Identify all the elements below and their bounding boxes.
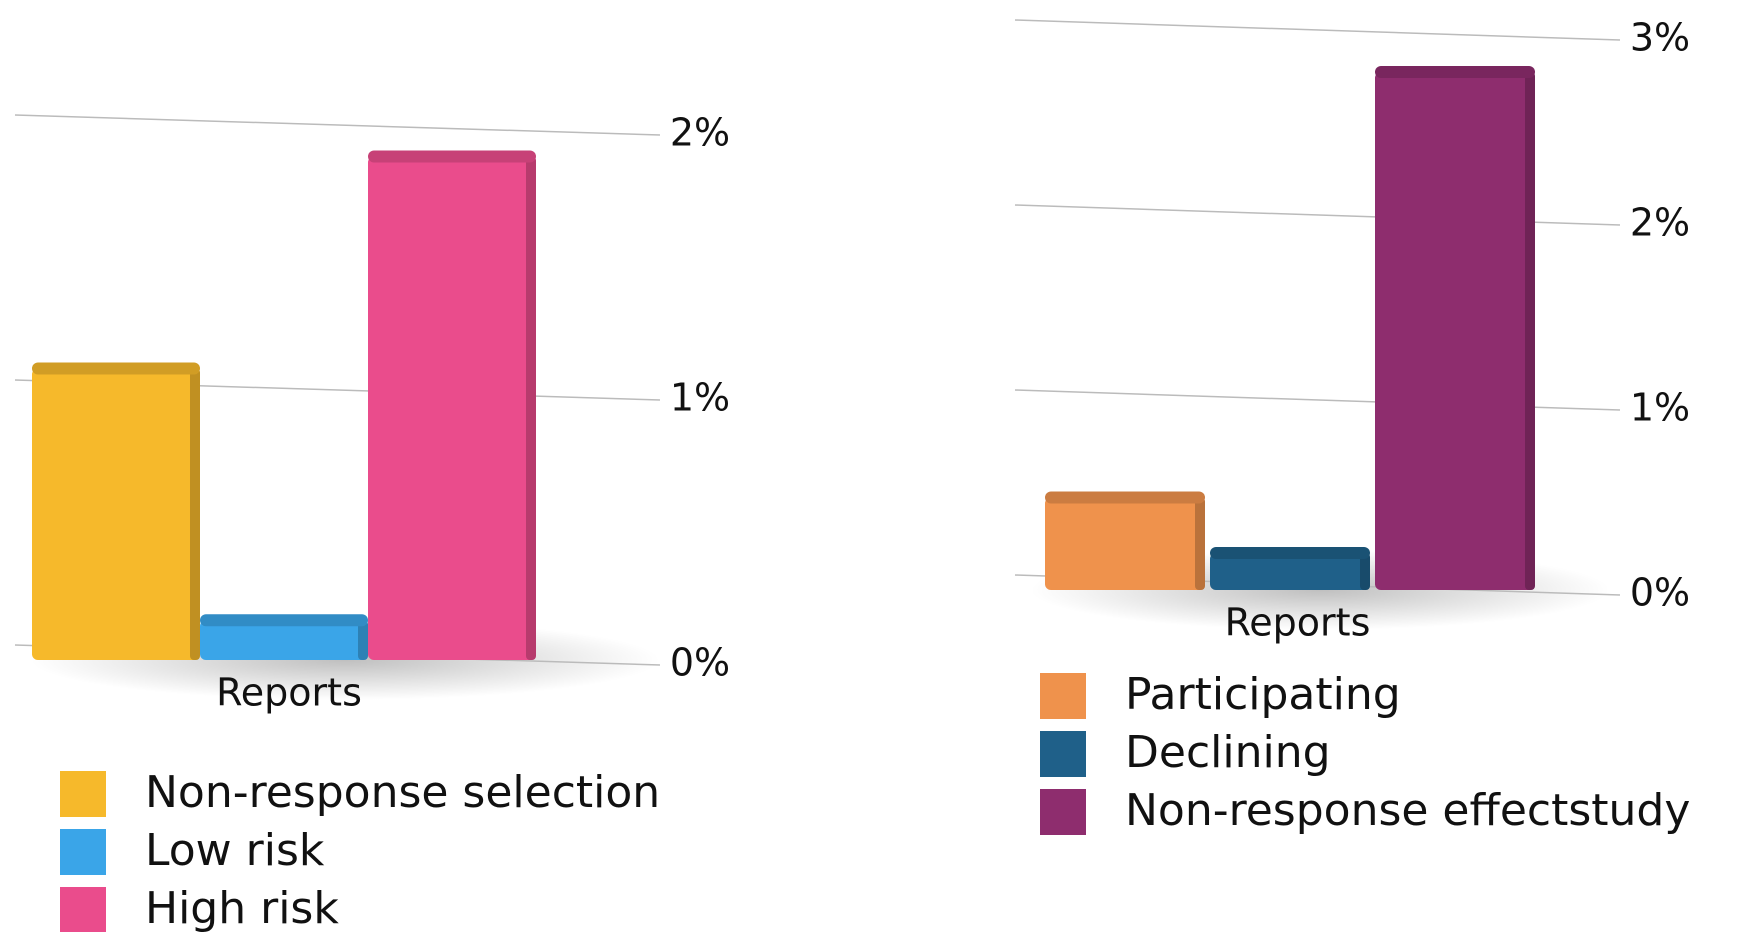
bar-top bbox=[368, 150, 536, 163]
x-tick-label: Reports bbox=[216, 671, 362, 715]
legend-swatch bbox=[60, 829, 106, 875]
legend-swatch bbox=[60, 771, 106, 817]
bar-side bbox=[1195, 497, 1205, 590]
legend-label: Non-response selection bbox=[145, 767, 660, 818]
grid-line bbox=[14, 114, 661, 136]
legend-swatch bbox=[1040, 673, 1086, 719]
y-tick-label: 1% bbox=[670, 376, 730, 420]
legend-label: Declining bbox=[1125, 727, 1331, 778]
bar bbox=[1210, 553, 1370, 590]
legend-label: Participating bbox=[1125, 669, 1401, 720]
bar-side bbox=[526, 156, 536, 660]
bar bbox=[1045, 497, 1205, 590]
bar bbox=[368, 156, 536, 660]
y-tick-label: 1% bbox=[1630, 386, 1690, 430]
bar bbox=[1375, 72, 1535, 590]
legend-label: High risk bbox=[145, 883, 339, 932]
x-tick-label: Reports bbox=[1225, 601, 1371, 645]
bar-side bbox=[358, 620, 368, 660]
y-tick-label: 2% bbox=[1630, 201, 1690, 245]
legend-swatch bbox=[60, 887, 106, 932]
bar-top bbox=[1045, 491, 1205, 504]
bar-side bbox=[1360, 553, 1370, 590]
legend-label: Non-response effectstudy bbox=[1125, 785, 1690, 836]
legend-swatch bbox=[1040, 789, 1086, 835]
bar-top bbox=[1375, 66, 1535, 78]
y-tick-label: 3% bbox=[1630, 16, 1690, 60]
bar-top bbox=[1210, 547, 1370, 559]
bar-side bbox=[190, 368, 200, 660]
bar bbox=[32, 368, 200, 660]
bar-top bbox=[32, 362, 200, 375]
bar-side bbox=[1525, 72, 1535, 590]
grid-line bbox=[1014, 19, 1621, 41]
bar-top bbox=[200, 614, 368, 627]
y-tick-label: 0% bbox=[1630, 571, 1690, 615]
legend-label: Low risk bbox=[145, 825, 325, 876]
y-tick-label: 0% bbox=[670, 641, 730, 685]
y-tick-label: 2% bbox=[670, 111, 730, 155]
legend-swatch bbox=[1040, 731, 1086, 777]
bar bbox=[200, 620, 368, 660]
